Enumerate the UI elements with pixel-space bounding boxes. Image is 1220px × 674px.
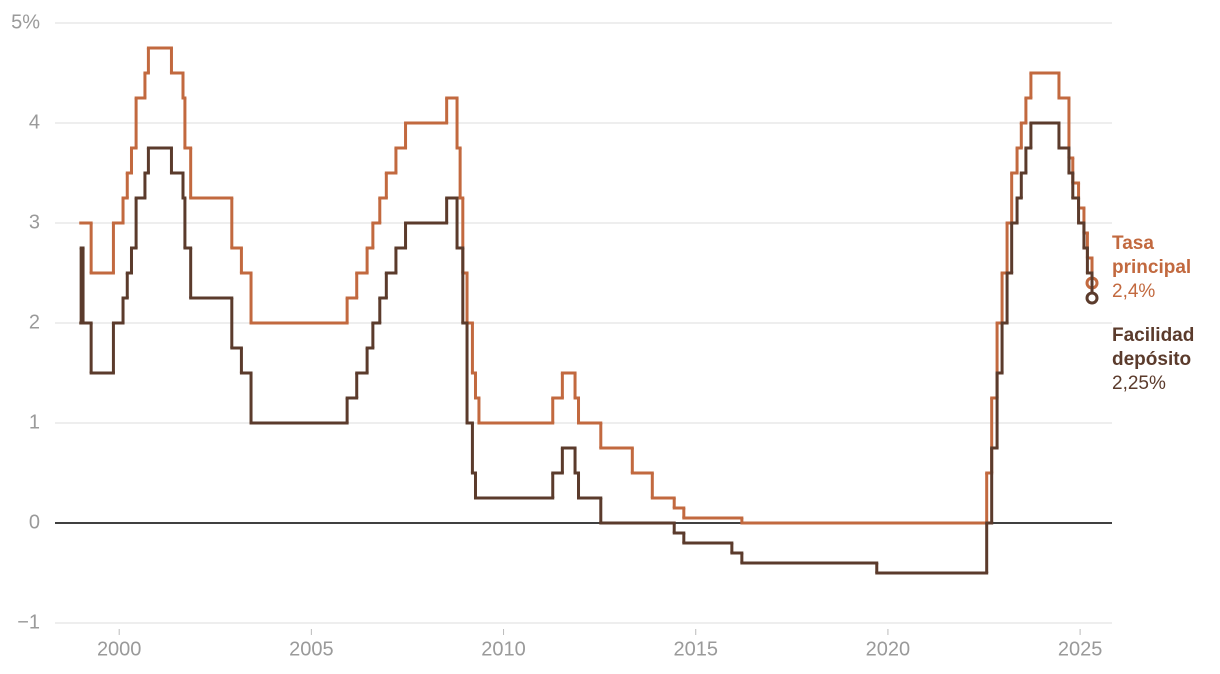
y-tick-label: 2 — [29, 311, 40, 333]
legend-name: Facilidad depósito — [1112, 325, 1195, 370]
x-tick-label: 2000 — [97, 638, 142, 660]
x-tick-label: 2015 — [673, 638, 718, 660]
end-value: 2,25% — [1112, 373, 1166, 394]
y-tick-label: 0 — [29, 511, 40, 533]
x-tick-label: 2005 — [289, 638, 334, 660]
step-riser — [89, 48, 1094, 523]
y-tick-label: 5% — [11, 11, 40, 33]
x-tick-label: 2010 — [481, 638, 526, 660]
y-tick-label: −1 — [17, 611, 40, 633]
x-tick-label: 2020 — [866, 638, 911, 660]
series-label: Tasa principal 2,4% — [1112, 232, 1212, 304]
x-tick-label: 2025 — [1058, 638, 1103, 660]
step-riser — [79, 123, 1094, 573]
series-label: Facilidad depósito 2,25% — [1112, 324, 1212, 396]
legend-name: Tasa principal — [1112, 233, 1192, 278]
y-tick-label: 4 — [29, 111, 40, 133]
end-marker — [1085, 291, 1099, 305]
y-tick-label: 1 — [29, 411, 40, 433]
y-tick-label: 3 — [29, 211, 40, 233]
end-value: 2,4% — [1112, 281, 1156, 302]
